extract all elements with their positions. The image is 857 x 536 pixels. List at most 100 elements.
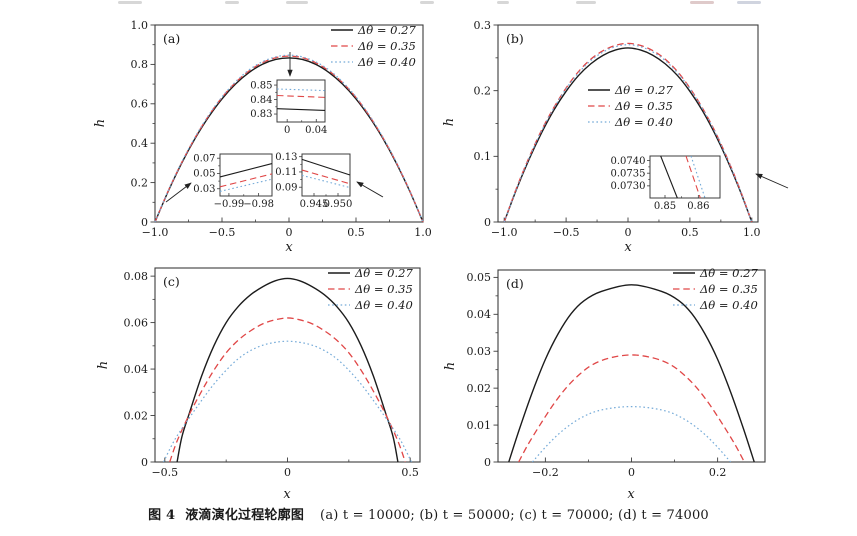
x-tick-label: −0.5 xyxy=(151,466,178,479)
subplot-b: −1.0 −0.5 0 0.5 1.000.10.20.3xh(b)Δθ = 0.27Δ… xyxy=(442,19,789,255)
panel-label: (c) xyxy=(163,274,180,289)
x-tick-label: −1.0 xyxy=(142,226,169,239)
inset-y-tick-label: 0.11 xyxy=(275,167,297,178)
y-tick-label: 0.02 xyxy=(124,409,149,422)
x-axis-label: x xyxy=(285,240,293,255)
inset-y-tick-label: 0.07 xyxy=(193,153,215,164)
series-line-red xyxy=(169,317,406,463)
legend-label: Δθ = 0.27 xyxy=(614,83,673,97)
y-axis-label: h xyxy=(443,362,458,370)
y-tick-label: 0.2 xyxy=(474,84,492,97)
series-line-black xyxy=(176,277,399,463)
legend-label: Δθ = 0.27 xyxy=(699,266,758,280)
series-group xyxy=(508,284,755,463)
inset-y-tick-label: 0.05 xyxy=(193,169,215,180)
panel-label: (a) xyxy=(163,31,180,46)
cropped-text-artifact xyxy=(118,1,142,4)
x-axis-label: x xyxy=(624,240,632,255)
cropped-text-artifact xyxy=(286,1,308,4)
y-tick-label: 0 xyxy=(141,456,148,469)
caption-title: 液滴演化过程轮廓图 xyxy=(185,508,305,523)
y-tick-label: 1.0 xyxy=(131,19,149,32)
inset-y-tick-label: 0.13 xyxy=(275,152,297,163)
x-tick-label: −0.2 xyxy=(532,466,559,479)
inset-y-tick-label: 0.0735 xyxy=(611,168,646,179)
legend: Δθ = 0.27 Δθ = 0.35 Δθ = 0.40 xyxy=(328,266,413,312)
inset-x-tick-label: 0.86 xyxy=(687,201,709,212)
series-line-blue xyxy=(219,178,273,192)
legend: Δθ = 0.27 Δθ = 0.35 Δθ = 0.40 xyxy=(331,23,416,69)
annotation-arrow xyxy=(755,173,789,189)
y-tick-label: 0 xyxy=(484,456,491,469)
series-line-red xyxy=(685,155,701,199)
inset-y-tick-label: 0.83 xyxy=(250,109,272,120)
inset-x-tick-label: 0.04 xyxy=(305,125,327,136)
cropped-text-artifact xyxy=(576,1,596,4)
series-line-blue xyxy=(154,54,424,223)
series-line-blue xyxy=(531,406,732,463)
series-line-red xyxy=(301,169,351,185)
legend: Δθ = 0.27 Δθ = 0.35 Δθ = 0.40 xyxy=(588,83,673,129)
cropped-text-artifact xyxy=(690,1,714,4)
y-tick-label: 0.1 xyxy=(474,150,492,163)
legend-label: Δθ = 0.40 xyxy=(354,298,413,312)
x-tick-label: 0 xyxy=(628,466,635,479)
inset-y-tick-label: 0.0740 xyxy=(611,156,646,167)
inset-y-tick-label: 0.0730 xyxy=(611,181,646,192)
caption-label: 图 4 xyxy=(148,508,176,523)
cropped-text-artifact xyxy=(420,1,434,4)
legend-label: Δθ = 0.35 xyxy=(699,282,758,296)
y-axis-label: h xyxy=(96,361,111,369)
series-line-blue xyxy=(503,44,753,223)
inset-x-tick-label: 0.945 xyxy=(300,199,329,210)
y-tick-label: 0.02 xyxy=(467,382,492,395)
y-tick-label: 0.04 xyxy=(467,308,492,321)
y-tick-label: 0 xyxy=(484,216,491,229)
y-tick-label: 0.2 xyxy=(131,176,149,189)
series-line-red xyxy=(219,173,273,188)
series-line-black xyxy=(219,163,273,178)
inset-frame xyxy=(301,153,351,197)
annotation-arrow xyxy=(356,181,384,198)
inset-y-tick-label: 0.85 xyxy=(250,80,272,91)
y-axis-label: h xyxy=(442,118,457,126)
x-tick-label: −0.5 xyxy=(553,226,580,239)
cropped-text-artifact xyxy=(497,1,509,4)
y-tick-label: 0.05 xyxy=(467,271,492,284)
series-line-red xyxy=(276,94,326,98)
series-line-black xyxy=(660,155,678,199)
inset-frame xyxy=(649,155,721,199)
cropped-text-artifact xyxy=(737,1,761,4)
inset-y-tick-label: 0.09 xyxy=(275,182,297,193)
y-tick-label: 0.3 xyxy=(474,19,492,32)
inset-x-tick-label: 0.85 xyxy=(654,201,676,212)
inset-x-tick-label: −0.99 xyxy=(214,199,245,210)
legend-label: Δθ = 0.27 xyxy=(357,23,416,37)
subplot-a: −1.0 −0.5 0 0.5 1.0 0 0.2 0.4 0.6 0.8 1.0 x h (a) Δθ =… xyxy=(93,19,432,255)
x-tick-label: 0.5 xyxy=(681,226,699,239)
y-tick-label: 0.06 xyxy=(124,316,149,329)
inset-a-top: 0 0.04 0.83 0.84 0.85 xyxy=(250,79,327,136)
series-line-blue xyxy=(690,155,706,199)
cropped-text-artifact xyxy=(225,1,239,4)
series-line-black xyxy=(301,158,351,176)
caption-items: (a) t = 10000; (b) t = 50000; (c) t = 70… xyxy=(320,508,709,523)
y-tick-label: 0.03 xyxy=(467,345,492,358)
legend-label: Δθ = 0.27 xyxy=(354,266,413,280)
y-axis-label: h xyxy=(93,119,108,127)
inset-a-left: −0.99 −0.98 0.03 0.05 0.07 xyxy=(193,153,274,210)
legend-label: Δθ = 0.40 xyxy=(699,298,758,312)
inset-x-tick-label: 0.950 xyxy=(324,199,353,210)
x-tick-label: 0 xyxy=(284,466,291,479)
inset-x-tick-label: 0 xyxy=(284,125,290,136)
series-line-black xyxy=(508,284,755,463)
series-group xyxy=(154,54,424,223)
x-axis-label: x xyxy=(283,487,291,502)
y-tick-label: 0.6 xyxy=(131,98,149,111)
legend-label: Δθ = 0.35 xyxy=(354,282,413,296)
legend-label: Δθ = 0.40 xyxy=(357,55,416,69)
x-tick-label: −1.0 xyxy=(491,226,518,239)
